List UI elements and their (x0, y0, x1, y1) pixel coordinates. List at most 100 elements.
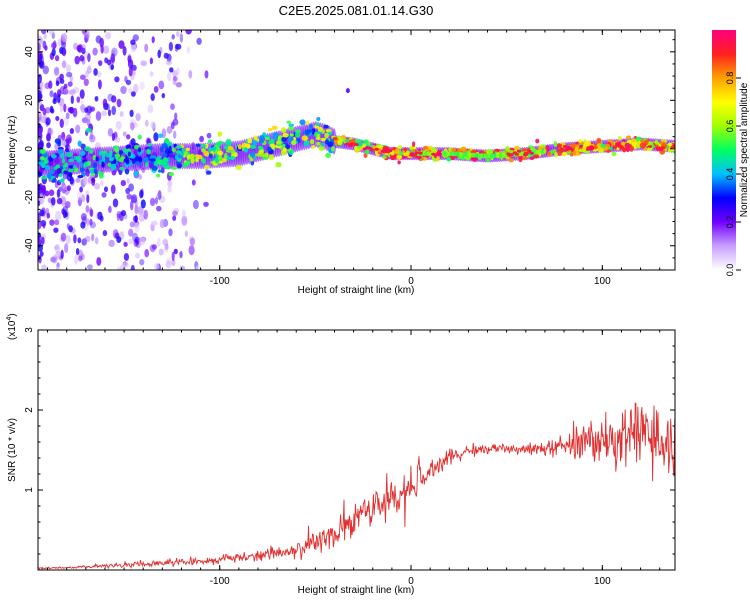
heatmap-cell (537, 146, 543, 151)
heatmap-cell (41, 264, 47, 270)
heatmap-cell (50, 256, 57, 263)
heatmap-cell (181, 215, 188, 226)
heatmap-cell (42, 65, 49, 75)
heatmap-cell (181, 209, 186, 218)
heatmap-cell (60, 196, 67, 206)
heatmap-cell (110, 163, 117, 170)
heatmap-cell (163, 244, 169, 253)
y-tick-label: 0 (24, 146, 35, 152)
heatmap-cell (40, 30, 47, 35)
heatmap-cell (344, 138, 350, 143)
heatmap-cell (56, 197, 63, 205)
heatmap-cell (86, 65, 92, 75)
heatmap-cell (566, 145, 571, 149)
heatmap-cell (175, 145, 183, 149)
colorbar-tick-label: 0.0 (725, 264, 735, 277)
heatmap-cell (158, 248, 164, 256)
heatmap-cell (65, 234, 71, 245)
heatmap-cell (61, 47, 67, 56)
heatmap-cell (149, 197, 156, 207)
heatmap-cell (158, 80, 165, 90)
heatmap-cell (134, 215, 138, 223)
heatmap-cell (101, 192, 107, 198)
heatmap-cell (117, 266, 121, 270)
heatmap-cell (153, 86, 159, 93)
heatmap-cell (273, 134, 278, 141)
heatmap-cell (38, 221, 42, 230)
heatmap-cell (315, 136, 321, 141)
heatmap-cell (446, 156, 451, 161)
heatmap-cell (624, 142, 631, 148)
heatmap-cell (93, 168, 98, 173)
heatmap-cell (108, 205, 112, 214)
heatmap-cell (600, 143, 606, 148)
heatmap-cell (164, 243, 169, 250)
heatmap-cell (79, 150, 86, 156)
heatmap-cell (128, 67, 133, 77)
heatmap-cell (111, 105, 117, 116)
heatmap-cell (170, 103, 175, 111)
heatmap-cell (660, 146, 666, 150)
heatmap-cell (102, 98, 108, 108)
heatmap-cell (206, 170, 212, 175)
heatmap-cell (144, 119, 149, 127)
spectrogram-ylabel: Frequency (Hz) (7, 116, 18, 185)
heatmap-cell (107, 59, 112, 66)
heatmap-cell (366, 146, 372, 150)
heatmap-cell (95, 111, 102, 121)
heatmap-cell (155, 193, 161, 200)
heatmap-cell (179, 33, 184, 43)
heatmap-cell (157, 190, 162, 200)
x-tick-label: 0 (408, 276, 414, 287)
heatmap-cell (134, 171, 139, 178)
heatmap-cell (81, 194, 86, 202)
heatmap-cell (140, 199, 146, 209)
heatmap-cell (134, 252, 140, 259)
heatmap-cell (75, 247, 80, 256)
heatmap-cell (54, 55, 60, 62)
heatmap-cell (174, 112, 178, 120)
heatmap-cell (324, 132, 329, 139)
heatmap-cell (176, 67, 180, 76)
heatmap-cell (77, 44, 83, 53)
heatmap-cell (127, 151, 132, 157)
heatmap-cell (527, 149, 532, 153)
heatmap-cell (143, 209, 148, 220)
heatmap-cell (450, 147, 457, 153)
heatmap-cell (89, 208, 94, 218)
heatmap-cell (433, 153, 438, 157)
snr-ylabel: SNR (10 * v/v) (7, 418, 18, 482)
heatmap-cell (65, 147, 69, 153)
heatmap-cell (543, 148, 547, 154)
heatmap-cell (172, 130, 177, 139)
heatmap-cell (91, 177, 96, 183)
heatmap-cell (414, 151, 419, 155)
heatmap-cell (323, 124, 329, 129)
heatmap-cell (77, 255, 83, 262)
heatmap-cell (625, 135, 632, 140)
heatmap-cell (40, 81, 46, 91)
heatmap-cell (48, 189, 55, 197)
heatmap-cell (409, 152, 415, 156)
heatmap-cell (208, 139, 212, 144)
heatmap-cell (61, 208, 65, 215)
heatmap-cell (196, 37, 202, 45)
heatmap-cell (654, 139, 659, 145)
heatmap-cell (75, 177, 81, 183)
heatmap-cell (134, 204, 139, 215)
heatmap-cell (217, 131, 223, 137)
heatmap-cell (172, 215, 177, 221)
heatmap-cell (67, 81, 73, 87)
heatmap-cell (165, 60, 172, 66)
spectrogram-axes: -100 0 100 -40 -20 0 20 40 (24, 30, 675, 287)
y-tick-label: 2 (24, 407, 35, 413)
heatmap-cell (64, 243, 69, 254)
heatmap-cell (67, 107, 74, 113)
heatmap-cell (103, 186, 109, 193)
heatmap-cell (111, 170, 117, 176)
heatmap-cell (112, 198, 119, 208)
heatmap-cell (98, 158, 103, 164)
heatmap-cell (57, 148, 64, 154)
heatmap-cell (266, 146, 272, 152)
heatmap-cell (330, 145, 335, 152)
